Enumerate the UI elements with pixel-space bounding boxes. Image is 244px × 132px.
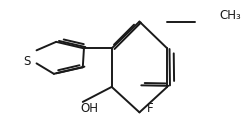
Text: F: F	[147, 102, 153, 115]
Text: CH₃: CH₃	[219, 9, 241, 22]
Text: OH: OH	[81, 102, 99, 115]
Text: S: S	[24, 55, 31, 68]
